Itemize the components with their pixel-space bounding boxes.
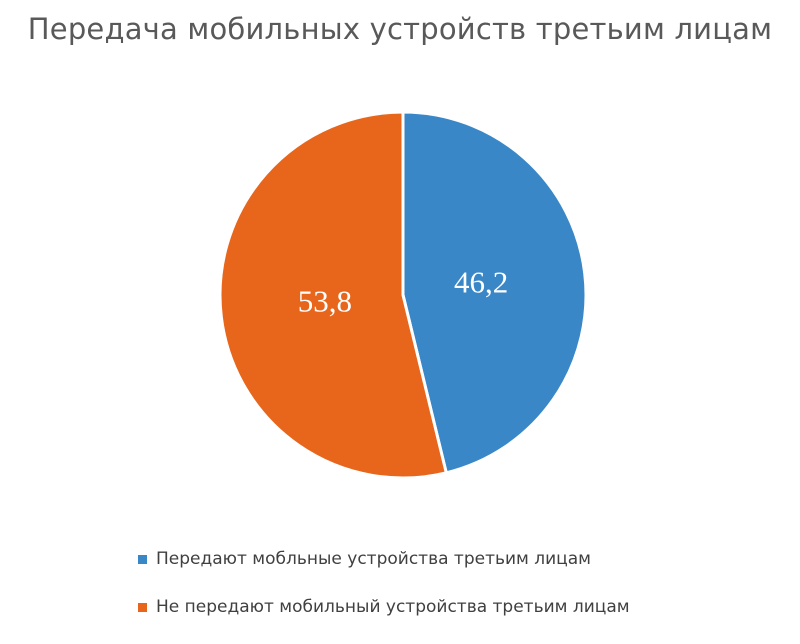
legend-label-no-transfer: Не передают мобильный устройства третьим… — [156, 597, 630, 617]
pie-slice-transfer — [401, 110, 588, 475]
legend-swatch-no-transfer — [138, 602, 147, 612]
data-label-no-transfer: 53,8 — [298, 283, 352, 318]
legend: Передают мобльные устройства третьим лиц… — [138, 548, 630, 644]
data-label-transfer: 46,2 — [454, 265, 508, 300]
legend-item-no-transfer: Не передают мобильный устройства третьим… — [138, 596, 630, 618]
chart-title: Передача мобильных устройств третьим лиц… — [27, 12, 773, 46]
pie-slice-no-transfer — [218, 110, 448, 480]
legend-label-transfer: Передают мобльные устройства третьим лиц… — [156, 549, 591, 569]
legend-item-transfer: Передают мобльные устройства третьим лиц… — [138, 548, 630, 570]
legend-swatch-transfer — [138, 554, 147, 564]
